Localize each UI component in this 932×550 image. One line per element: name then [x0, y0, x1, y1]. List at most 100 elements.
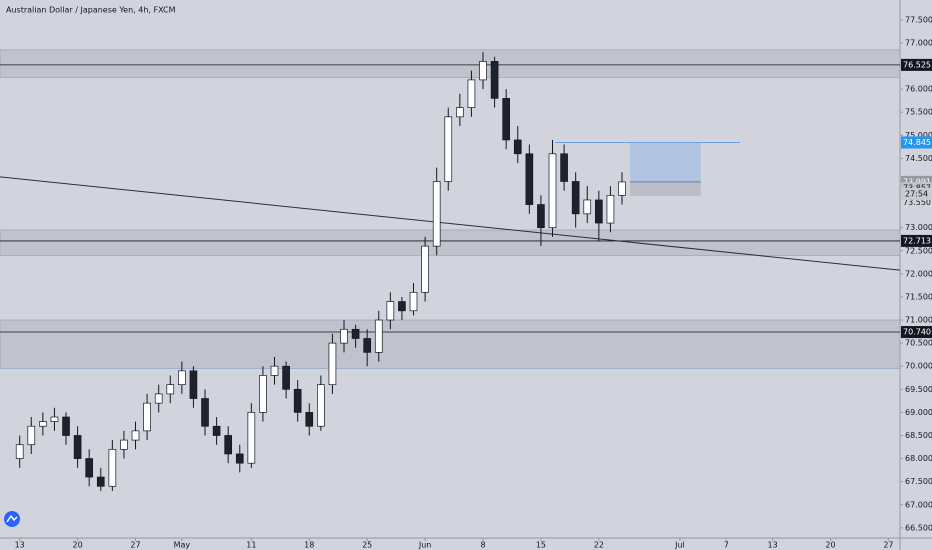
logo-circle	[4, 511, 20, 527]
candle-body	[143, 402, 151, 432]
y-tick-label: 66.500	[905, 523, 932, 532]
y-tick-label: 68.000	[905, 454, 932, 463]
y-tick-label: 75.000	[905, 131, 932, 140]
x-tick-label: 27	[883, 541, 893, 550]
candle-body	[108, 448, 117, 487]
zone	[0, 319, 901, 369]
candle-body	[502, 98, 511, 141]
candle-body	[513, 139, 522, 155]
x-tick-label: 20	[73, 541, 83, 550]
x-tick-label: 7	[724, 541, 729, 550]
candle-body	[421, 245, 429, 293]
candle-body	[386, 301, 395, 321]
position-target	[630, 142, 701, 182]
y-tick-label: 69.000	[905, 408, 932, 417]
x-tick-label: 8	[480, 541, 485, 550]
candle-body	[467, 79, 476, 108]
x-tick-label: 22	[594, 541, 604, 550]
candle-body	[409, 291, 418, 312]
y-tick-label: 77.000	[905, 38, 932, 47]
candle-body	[363, 338, 372, 353]
x-tick-label: 25	[362, 541, 372, 550]
chart-title: Australian Dollar / Japanese Yen, 4h, FX…	[6, 6, 176, 15]
candle-body	[548, 153, 557, 229]
candle-body	[96, 476, 105, 487]
candle-body	[305, 412, 314, 427]
y-tick-label: 71.000	[905, 316, 932, 325]
candle-body	[27, 425, 36, 446]
candle-body	[62, 416, 70, 436]
x-tick-label: 11	[246, 541, 256, 550]
zone	[0, 49, 901, 78]
x-tick-label: 13	[767, 541, 777, 550]
y-tick-label: 69.500	[905, 385, 932, 394]
candle-body	[85, 458, 94, 478]
candle-body	[73, 435, 82, 459]
candle-body	[490, 61, 499, 99]
candle-body	[595, 199, 603, 224]
price-label: 72.713	[903, 236, 931, 245]
candle-body	[282, 365, 290, 390]
candle-body	[340, 328, 348, 344]
y-tick-label: 70.500	[905, 339, 932, 348]
y-tick-label: 74.500	[905, 154, 932, 163]
candle-body	[398, 301, 406, 312]
price-label: 70.740	[903, 328, 931, 337]
x-tick-label: 20	[825, 541, 835, 550]
logo-icon	[6, 514, 18, 523]
y-tick-label: 73.000	[905, 223, 932, 232]
candle-body	[224, 435, 233, 455]
candle-body	[444, 116, 453, 182]
candle-body	[166, 384, 175, 395]
price-label: 74.845	[903, 138, 931, 147]
y-tick-label: 75.500	[905, 108, 932, 117]
candle-body	[201, 398, 209, 427]
candle-body	[259, 375, 267, 413]
candle-body	[15, 444, 24, 459]
candle-body	[317, 384, 325, 427]
candle-body	[606, 194, 615, 224]
candle-body	[618, 181, 626, 196]
candle-body	[537, 204, 545, 229]
candle-body	[374, 319, 383, 353]
price-label: 73.550	[903, 198, 931, 207]
x-tick-label: 27	[130, 541, 140, 550]
countdown: 27:54	[905, 189, 928, 198]
trendline	[0, 176, 901, 271]
y-tick-label: 68.500	[905, 431, 932, 440]
position-stop	[630, 181, 701, 196]
x-tick-label: 13	[15, 541, 25, 550]
candle-body	[525, 153, 534, 205]
candle-body	[583, 199, 592, 215]
candle-body	[456, 107, 464, 118]
y-tick-label: 72.500	[905, 246, 932, 255]
y-tick-label: 67.500	[905, 477, 932, 486]
price-label: 73.991	[903, 177, 931, 186]
x-tick-label: 15	[536, 541, 546, 550]
candle-body	[351, 328, 360, 339]
price-label-box	[901, 326, 932, 339]
price-label-box	[901, 234, 932, 247]
candle-body	[571, 181, 580, 215]
candle-body	[479, 61, 487, 81]
x-tick-label: 18	[304, 541, 314, 550]
y-tick-label: 72.000	[905, 269, 932, 278]
candle-body	[212, 425, 221, 436]
candle-body	[131, 430, 140, 441]
candle-body	[235, 453, 244, 464]
price-label: 76.525	[903, 60, 931, 69]
zone	[0, 229, 901, 256]
x-tick-label: May	[174, 541, 191, 550]
candle-body	[247, 412, 256, 464]
candle-body	[328, 342, 337, 386]
y-tick-label: 77.500	[905, 15, 932, 24]
candle-body	[39, 421, 47, 427]
countdown-box	[901, 187, 932, 200]
candle-body	[189, 370, 198, 399]
y-tick-label: 71.500	[905, 292, 932, 301]
candle-body	[120, 439, 128, 450]
price-label-box	[901, 58, 932, 71]
candle-body	[50, 416, 59, 422]
